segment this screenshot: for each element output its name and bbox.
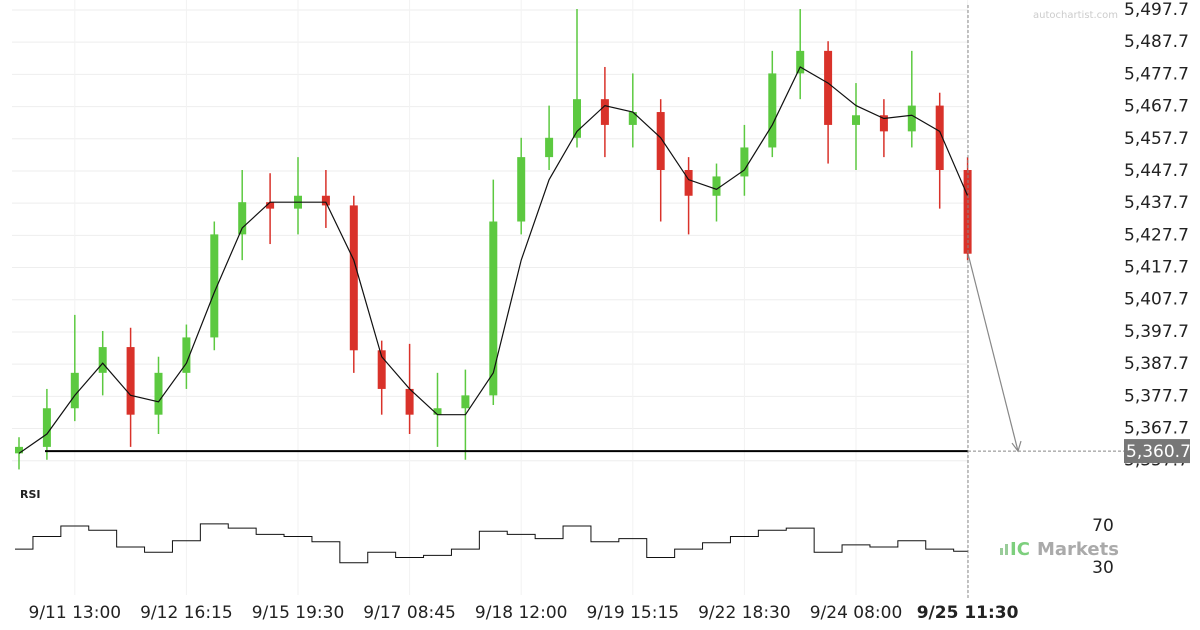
- candle-body: [907, 105, 916, 132]
- candle-body: [266, 202, 275, 209]
- logo-text: Markets: [1037, 539, 1119, 560]
- candle-body: [154, 372, 163, 415]
- logo-bar: [1000, 548, 1003, 555]
- candle-body: [824, 50, 833, 125]
- candle-body: [238, 202, 247, 235]
- y-tick-label: 5,477.7: [1124, 64, 1189, 84]
- candle-body: [517, 157, 526, 222]
- logo-prefix: IC: [1010, 539, 1030, 560]
- candle-body: [182, 337, 191, 373]
- candle-body: [684, 169, 693, 196]
- candle-body: [98, 347, 107, 373]
- y-tick-label: 30: [1092, 558, 1114, 578]
- support-label: 5,360.7: [1126, 442, 1191, 462]
- candle-body: [461, 395, 470, 409]
- candle-body: [126, 347, 135, 415]
- y-tick-label: 5,417.7: [1124, 258, 1189, 278]
- candle-body: [712, 176, 721, 196]
- y-tick-label: 5,497.7: [1124, 0, 1189, 20]
- y-tick-label: 5,457.7: [1124, 129, 1189, 149]
- x-tick-label: 9/17 08:45: [363, 603, 456, 623]
- candle-body: [545, 137, 554, 158]
- y-tick-label: 5,467.7: [1124, 97, 1189, 117]
- x-tick-label: 9/22 18:30: [698, 603, 791, 623]
- candle-body: [15, 446, 23, 454]
- candle-body: [768, 73, 777, 148]
- x-tick-label: 9/24 08:00: [810, 603, 903, 623]
- y-tick-label: 5,377.7: [1124, 386, 1189, 406]
- candle-body: [489, 221, 498, 396]
- rsi-line: [15, 523, 968, 564]
- y-tick-label: 5,447.7: [1124, 161, 1189, 181]
- y-tick-label: 5,437.7: [1124, 193, 1189, 213]
- candle-body: [321, 195, 330, 206]
- candle-body: [852, 115, 860, 125]
- broker-logo: IC Markets: [1000, 539, 1119, 560]
- x-tick-label: 9/12 16:15: [140, 603, 233, 623]
- y-tick-label: 70: [1092, 516, 1114, 536]
- candle-body: [70, 372, 79, 409]
- candle-body: [405, 388, 414, 415]
- candle-body: [600, 99, 609, 125]
- candle-body: [656, 112, 665, 170]
- x-tick-label: 9/11 13:00: [29, 603, 122, 623]
- y-tick-label: 5,367.7: [1124, 419, 1189, 439]
- candle-body: [210, 234, 219, 338]
- x-tick-label: 9/18 12:00: [475, 603, 568, 623]
- x-tick-label: 9/25 11:30: [917, 603, 1019, 623]
- candle-body: [433, 408, 442, 415]
- moving-average: [18, 66, 969, 454]
- candle-body: [573, 99, 581, 138]
- x-tick-label: 9/15 19:30: [252, 603, 345, 623]
- support-label-box: [1124, 439, 1190, 464]
- forecast-arrow: [967, 253, 1019, 452]
- arrow-head: [1011, 440, 1022, 453]
- y-tick-label: 5,397.7: [1124, 322, 1189, 342]
- candle-body: [42, 408, 51, 447]
- candle-body: [879, 115, 888, 132]
- candle-body: [935, 105, 944, 170]
- y-tick-label: 5,387.7: [1124, 354, 1189, 374]
- rsi-title: RSI: [20, 488, 41, 501]
- logo-bar: [1005, 544, 1008, 555]
- candle-body: [628, 112, 637, 125]
- candle-body: [349, 205, 358, 351]
- candle-body: [796, 50, 805, 74]
- y-tick-label: 5,487.7: [1124, 32, 1189, 52]
- y-tick-label: 5,407.7: [1124, 290, 1189, 310]
- x-tick-label: 9/19 15:15: [587, 603, 680, 623]
- candle-body: [377, 350, 386, 389]
- watermark: autochartist.com: [1033, 10, 1118, 21]
- y-tick-label: 5,427.7: [1124, 225, 1189, 245]
- candle-body: [740, 147, 749, 177]
